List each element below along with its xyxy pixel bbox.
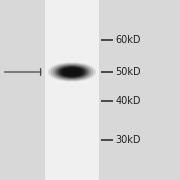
Text: 30kD: 30kD: [115, 135, 141, 145]
Ellipse shape: [63, 68, 81, 76]
Text: 60kD: 60kD: [115, 35, 141, 45]
Ellipse shape: [60, 68, 84, 76]
Bar: [45, 0, 99, 180]
Ellipse shape: [49, 63, 95, 81]
Ellipse shape: [65, 69, 79, 75]
Text: 40kD: 40kD: [115, 96, 141, 106]
Text: 50kD: 50kD: [115, 67, 141, 77]
Ellipse shape: [58, 67, 86, 77]
Ellipse shape: [53, 65, 91, 79]
Ellipse shape: [51, 64, 93, 80]
Ellipse shape: [56, 66, 88, 78]
